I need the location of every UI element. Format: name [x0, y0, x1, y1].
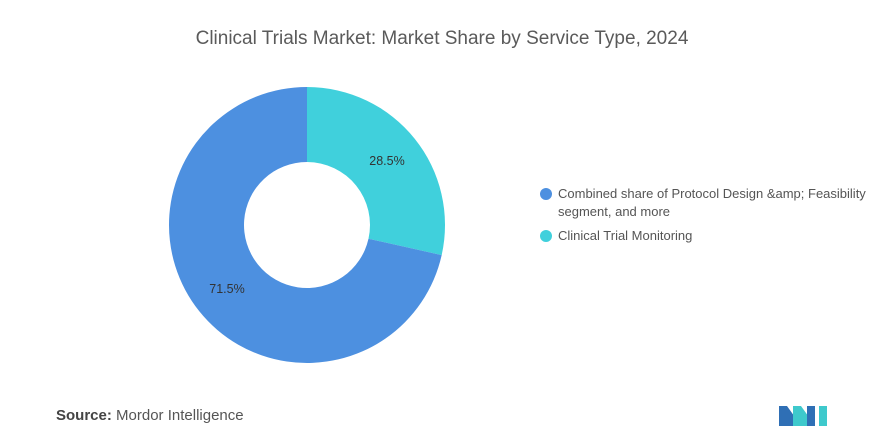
donut-slice-1[interactable] [307, 87, 445, 256]
source-note: Source: Mordor Intelligence [56, 407, 244, 424]
donut-slice-0[interactable] [169, 87, 442, 364]
slice-value-label-0: 71.5% [209, 282, 244, 296]
legend: Combined share of Protocol Design &amp; … [540, 185, 870, 251]
legend-label-1: Clinical Trial Monitoring [558, 228, 693, 243]
legend-item-1[interactable]: Clinical Trial Monitoring [540, 227, 870, 245]
legend-swatch-1 [540, 230, 552, 242]
chart-title: Clinical Trials Market: Market Share by … [195, 28, 689, 49]
legend-label-0: Combined share of Protocol Design &amp; … [558, 186, 866, 219]
source-text: Mordor Intelligence [116, 407, 244, 424]
legend-swatch-0 [540, 188, 552, 200]
legend-item-0[interactable]: Combined share of Protocol Design &amp; … [540, 185, 870, 221]
slice-value-label-1: 28.5% [369, 154, 404, 168]
source-prefix: Source: [56, 407, 112, 424]
mordor-intelligence-logo [779, 406, 827, 426]
